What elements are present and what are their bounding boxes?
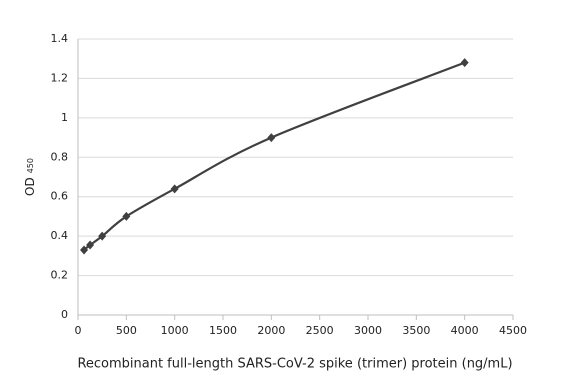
y-tick-label: 0.2	[51, 269, 69, 282]
x-tick-label: 0	[75, 324, 82, 337]
y-axis-label: OD 450	[23, 158, 37, 196]
y-tick-label: 0.6	[51, 190, 69, 203]
x-tick-label: 2500	[306, 324, 334, 337]
y-tick-label: 0.8	[51, 150, 69, 163]
y-axis-label-main: OD	[23, 177, 37, 196]
x-tick-label: 4000	[451, 324, 479, 337]
x-tick-label: 4500	[499, 324, 527, 337]
data-point	[267, 133, 276, 143]
data-point	[460, 58, 469, 68]
data-point	[86, 240, 95, 250]
y-tick-label: 1.4	[51, 32, 69, 45]
x-axis-label: Recombinant full-length SARS-CoV-2 spike…	[77, 357, 512, 372]
x-tick-label: 1500	[209, 324, 237, 337]
data-point	[170, 184, 179, 194]
x-tick-label: 2000	[257, 324, 285, 337]
y-axis-label-subscript: 450	[26, 158, 35, 173]
data-point	[122, 211, 131, 221]
x-tick-label: 3500	[402, 324, 430, 337]
x-tick-label: 1000	[161, 324, 189, 337]
data-point	[80, 245, 89, 255]
data-point	[98, 231, 107, 241]
y-tick-label: 0.4	[51, 229, 69, 242]
x-tick-label: 500	[116, 324, 137, 337]
y-tick-label: 1.2	[51, 71, 69, 84]
x-tick-label: 3000	[354, 324, 382, 337]
y-tick-label: 0	[61, 308, 68, 321]
y-tick-label: 1	[61, 111, 68, 124]
